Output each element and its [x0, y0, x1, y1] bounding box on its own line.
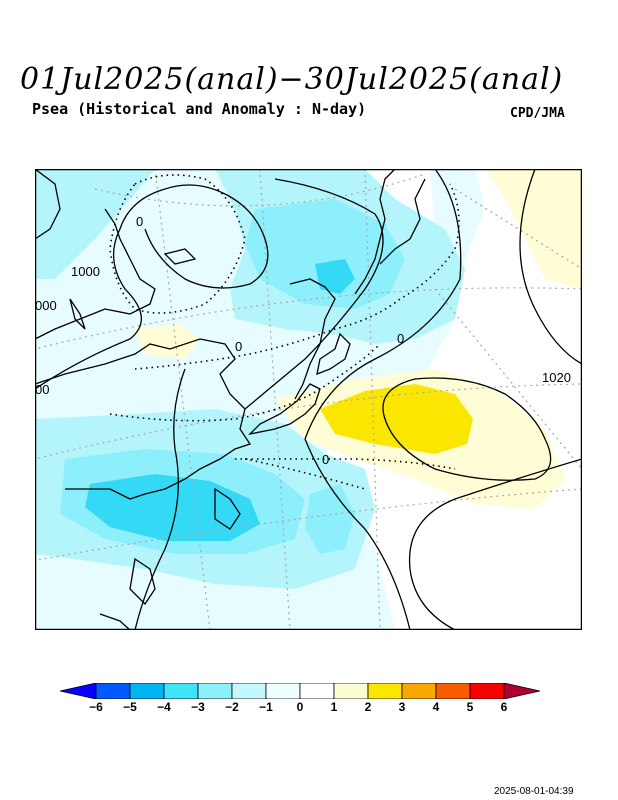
colorbar-tick-label: −5: [123, 700, 137, 714]
contour-label-000: 000: [35, 298, 57, 313]
contour-label-1020: 1020: [542, 370, 571, 385]
colorbar-tick-label: 1: [330, 700, 338, 714]
contour-label-1000: 1000: [71, 264, 100, 279]
colorbar-segment: [333, 682, 369, 700]
anomaly-region-neg2: [35, 169, 155, 279]
contour-label-zero-b: 0: [235, 339, 242, 354]
colorbar-segment: [367, 682, 403, 700]
anomaly-region-pos1-west: [135, 324, 200, 359]
anomaly-region-neg3-north: [245, 199, 405, 309]
contour-label-zero-c: 0: [397, 331, 404, 346]
map-title: 01Jul2025(anal)−30Jul2025(anal): [20, 62, 564, 97]
colorbar-tick-label: 2: [364, 700, 372, 714]
anomaly-region-pos2: [320, 384, 473, 454]
colorbar-segment: [401, 682, 437, 700]
colorbar-segment: [95, 682, 131, 700]
anomaly-region-neg3-east: [305, 484, 355, 554]
colorbar-tick-label: −2: [225, 700, 239, 714]
colorbar-segment: [503, 682, 541, 700]
colorbar-tick-label: −3: [191, 700, 205, 714]
anomaly-region-neg4-north: [315, 259, 355, 294]
colorbar-tick-label: 4: [432, 700, 440, 714]
colorbar-tick-label: −6: [89, 700, 103, 714]
contour-label-zero-a: 0: [136, 214, 143, 229]
colorbar-ticks: −6 −5 −4 −3 −2 −1 0 1 2 3 4 5 6: [60, 700, 540, 716]
anomaly-region-neg4-south: [85, 474, 260, 541]
colorbar-segment: [129, 682, 165, 700]
colorbar-segment: [435, 682, 471, 700]
colorbar-graphic: [59, 682, 541, 700]
colorbar: [59, 682, 541, 700]
map-canvas: 1000 000 00 1020 0 0 0 0: [35, 169, 582, 630]
colorbar-segment: [197, 682, 233, 700]
colorbar-tick-label: −4: [157, 700, 171, 714]
isobars: [35, 169, 582, 630]
zero-anomaly-contours: [109, 174, 460, 490]
colorbar-segment: [265, 682, 301, 700]
credit-label: CPD/JMA: [510, 106, 565, 121]
generated-timestamp: 2025-08-01-04:39: [494, 786, 574, 797]
colorbar-segment: [299, 682, 335, 700]
colorbar-segment: [231, 682, 267, 700]
map-subtitle: Psea (Historical and Anomaly : N-day): [32, 100, 367, 118]
contour-label-00: 00: [35, 382, 49, 397]
colorbar-tick-label: 0: [296, 700, 304, 714]
contour-label-zero-d: 0: [322, 452, 329, 467]
colorbar-segment: [469, 682, 505, 700]
graticule: [35, 169, 582, 630]
contour-labels: 1000 000 00 1020 0 0 0 0: [35, 214, 571, 467]
anomaly-map: 1000 000 00 1020 0 0 0 0: [35, 169, 582, 630]
colorbar-tick-label: 3: [398, 700, 406, 714]
coastlines: [35, 169, 426, 630]
colorbar-tick-label: 6: [500, 700, 508, 714]
colorbar-tick-label: −1: [259, 700, 273, 714]
colorbar-tick-label: 5: [466, 700, 474, 714]
colorbar-segment: [59, 682, 97, 700]
map-frame: [35, 169, 582, 630]
colorbar-segment: [163, 682, 199, 700]
anomaly-region-pos1-north: [485, 169, 582, 289]
